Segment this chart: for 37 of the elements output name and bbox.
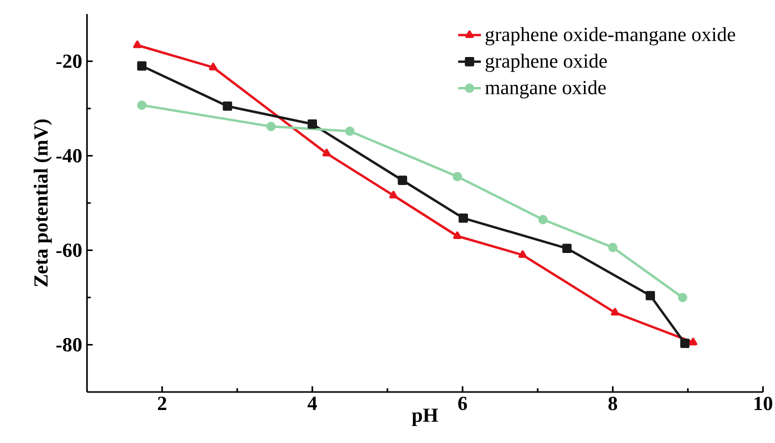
x-tick-label: 10 (754, 396, 772, 410)
x-tick-label: 4 (308, 396, 317, 410)
legend-label: graphene oxide (486, 54, 607, 72)
point (538, 214, 548, 224)
point (610, 308, 620, 316)
point (688, 338, 698, 346)
legend-label: mangane oxide (485, 80, 606, 98)
legend-label: graphene oxide-mangane oxide (486, 27, 736, 46)
y-axis-title: Zeta potential (mV) (34, 119, 52, 286)
x-axis-title: pH (412, 408, 438, 426)
point (345, 126, 355, 136)
y-tick-label: -60 (56, 244, 82, 257)
y-tick-label: -20 (56, 54, 82, 68)
point (133, 40, 142, 48)
point (453, 231, 462, 240)
point (680, 338, 690, 348)
point (608, 242, 618, 252)
y-tick-label: -40 (56, 149, 82, 162)
point (458, 213, 468, 223)
point (137, 61, 146, 71)
x-tick-label: 2 (158, 396, 166, 410)
x-tick-label: 8 (608, 396, 618, 410)
point (562, 244, 572, 254)
point (222, 101, 232, 111)
point (518, 250, 527, 258)
point (308, 119, 317, 129)
point (137, 100, 146, 110)
point (208, 62, 218, 70)
point (266, 122, 276, 132)
y-tick-label: -80 (56, 338, 82, 352)
x-tick-label: 6 (458, 396, 467, 410)
point (678, 292, 688, 302)
point (398, 176, 408, 185)
point (322, 148, 331, 156)
point (646, 290, 655, 300)
point (389, 190, 398, 198)
point (452, 172, 462, 182)
